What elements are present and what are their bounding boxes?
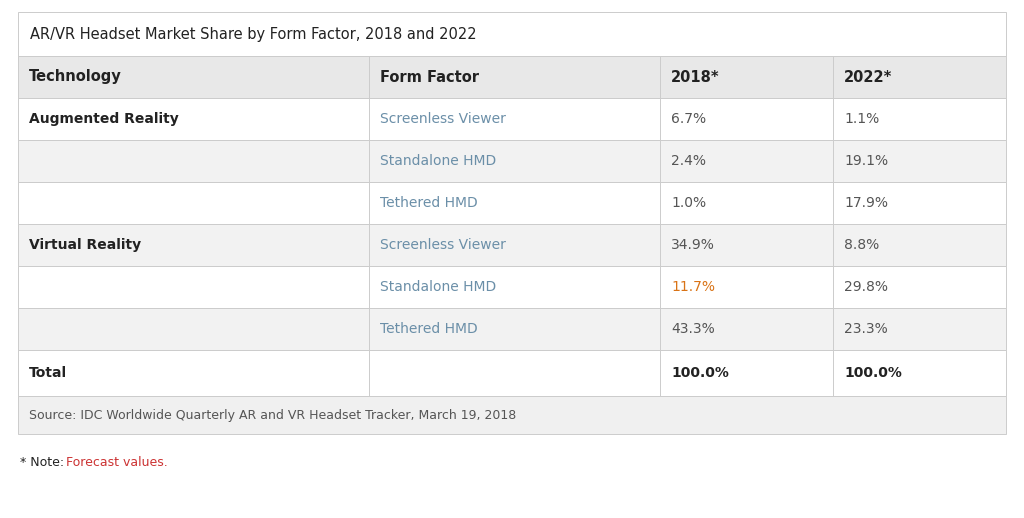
Bar bbox=[18, 140, 1006, 182]
Bar bbox=[18, 98, 1006, 140]
Text: 100.0%: 100.0% bbox=[671, 366, 729, 380]
Text: 1.1%: 1.1% bbox=[844, 112, 880, 126]
Text: 17.9%: 17.9% bbox=[844, 196, 888, 210]
Text: * Note:: * Note: bbox=[20, 456, 65, 469]
Text: 2.4%: 2.4% bbox=[671, 154, 707, 168]
Text: 19.1%: 19.1% bbox=[844, 154, 888, 168]
Text: 29.8%: 29.8% bbox=[844, 280, 888, 294]
Text: 11.7%: 11.7% bbox=[671, 280, 715, 294]
Text: 2022*: 2022* bbox=[844, 69, 893, 84]
Text: 8.8%: 8.8% bbox=[844, 238, 880, 252]
Text: Standalone HMD: Standalone HMD bbox=[380, 280, 496, 294]
Text: Tethered HMD: Tethered HMD bbox=[380, 196, 477, 210]
Text: 43.3%: 43.3% bbox=[671, 322, 715, 336]
Text: Total: Total bbox=[29, 366, 68, 380]
Text: Technology: Technology bbox=[29, 69, 122, 84]
Text: Source: IDC Worldwide Quarterly AR and VR Headset Tracker, March 19, 2018: Source: IDC Worldwide Quarterly AR and V… bbox=[29, 409, 516, 422]
Bar bbox=[18, 56, 1006, 98]
Text: Forecast values.: Forecast values. bbox=[66, 456, 168, 469]
Text: 100.0%: 100.0% bbox=[844, 366, 902, 380]
Text: Screenless Viewer: Screenless Viewer bbox=[380, 112, 506, 126]
Bar bbox=[18, 350, 1006, 396]
Text: Screenless Viewer: Screenless Viewer bbox=[380, 238, 506, 252]
Bar bbox=[18, 224, 1006, 266]
Text: Virtual Reality: Virtual Reality bbox=[29, 238, 141, 252]
Bar bbox=[18, 308, 1006, 350]
Text: 23.3%: 23.3% bbox=[844, 322, 888, 336]
Text: 1.0%: 1.0% bbox=[671, 196, 707, 210]
Bar bbox=[18, 396, 1006, 434]
Text: 6.7%: 6.7% bbox=[671, 112, 707, 126]
Bar bbox=[18, 266, 1006, 308]
Text: Tethered HMD: Tethered HMD bbox=[380, 322, 477, 336]
Text: 34.9%: 34.9% bbox=[671, 238, 715, 252]
Text: 2018*: 2018* bbox=[671, 69, 720, 84]
Bar bbox=[18, 182, 1006, 224]
Text: Form Factor: Form Factor bbox=[380, 69, 479, 84]
Text: Augmented Reality: Augmented Reality bbox=[29, 112, 179, 126]
Text: Standalone HMD: Standalone HMD bbox=[380, 154, 496, 168]
Bar bbox=[18, 12, 1006, 56]
Text: AR/VR Headset Market Share by Form Factor, 2018 and 2022: AR/VR Headset Market Share by Form Facto… bbox=[30, 26, 476, 41]
